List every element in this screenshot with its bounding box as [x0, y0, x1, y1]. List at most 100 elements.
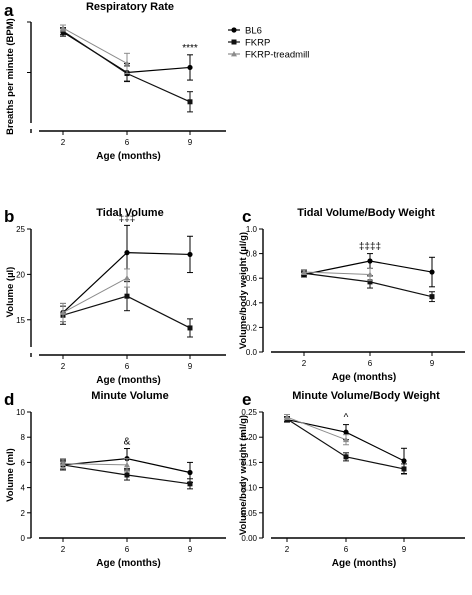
panel-c: c Tidal Volume/Body Weight 0.0 0.2 0.4 0.6 0.8…	[238, 207, 465, 383]
y-tick-label: 0.05	[241, 509, 257, 518]
x-tick-label: 6	[125, 545, 130, 554]
data-point	[343, 429, 349, 435]
y-tick-label: 20	[16, 270, 25, 279]
data-point	[284, 414, 290, 420]
series-fkrp-treadmill	[60, 458, 130, 472]
data-point	[187, 325, 193, 331]
legend-marker	[231, 51, 237, 57]
legend-label: BL6	[245, 26, 262, 37]
data-point	[367, 279, 373, 285]
panel-e: e Minute Volume/Body Weight 0.00 0.05 0.10 0.…	[238, 390, 465, 569]
y-tick-label: 10	[16, 408, 25, 417]
y-tick-label: 0.20	[241, 433, 257, 442]
chart-title: Minute Volume/Body Weight	[292, 390, 440, 402]
x-axis-label: Age (months)	[96, 558, 160, 569]
series-fkrp	[60, 281, 193, 338]
panel-d: d Minute Volume 0 2 4 6 8 10 2 6 9 Age (months) Volu…	[4, 390, 226, 569]
series-fkrp-treadmill	[60, 24, 130, 75]
y-tick-label: 0.6	[246, 274, 258, 283]
x-tick-label: 9	[430, 359, 435, 368]
data-point	[401, 466, 407, 472]
x-axis-label: Age (months)	[96, 375, 160, 386]
x-tick-label: 6	[344, 545, 349, 554]
x-tick-label: 6	[368, 359, 373, 368]
data-point	[60, 460, 66, 467]
panel-a: a Respiratory Rate 2 6 9 Age (months) Breaths …	[4, 1, 226, 162]
data-point	[401, 458, 407, 464]
y-tick-label: 0.15	[241, 458, 257, 467]
significance-annotation: &	[124, 437, 131, 448]
y-tick-label: 2	[21, 509, 26, 518]
x-tick-label: 2	[302, 359, 307, 368]
chart-title: Tidal Volume	[96, 207, 163, 219]
data-point	[429, 269, 435, 275]
y-tick-label: 0.0	[246, 348, 258, 357]
panel-b: b Tidal Volume 15 20 25 2 6 9 Age (months) Volume…	[4, 207, 226, 386]
x-tick-label: 2	[61, 138, 66, 147]
data-point	[367, 271, 373, 277]
significance-annotation: ****	[182, 43, 198, 54]
x-tick-label: 9	[188, 545, 193, 554]
data-point	[187, 481, 193, 487]
data-point	[124, 293, 130, 299]
x-tick-label: 2	[61, 362, 66, 371]
x-axis-label: Age (months)	[332, 372, 396, 383]
data-point	[343, 454, 349, 460]
y-tick-label: 0.4	[246, 299, 258, 308]
data-point	[301, 269, 307, 275]
chart-title: Tidal Volume/Body Weight	[297, 207, 435, 219]
data-point	[343, 436, 349, 443]
x-tick-label: 6	[125, 362, 130, 371]
chart-title: Minute Volume	[91, 390, 168, 402]
significance-annotation: ‡‡‡‡	[359, 242, 381, 253]
series-line	[303, 271, 371, 276]
y-axis-label: Volume (ml)	[5, 448, 16, 502]
y-tick-label: 1.0	[246, 225, 258, 234]
y-tick-label: 0.2	[246, 323, 258, 332]
y-tick-label: 15	[16, 316, 25, 325]
y-tick-label: 0.8	[246, 250, 258, 259]
series-line	[62, 27, 128, 64]
panel-letter: e	[242, 390, 251, 409]
y-axis-label: Breaths per minute (BPM)	[5, 18, 16, 135]
y-tick-label: 4	[21, 484, 26, 493]
y-tick-label: 25	[16, 225, 25, 234]
series-line	[286, 416, 347, 441]
series-fkrp-treadmill	[301, 267, 373, 282]
data-point	[187, 99, 193, 105]
series-fkrp-treadmill	[284, 414, 349, 446]
data-point	[124, 461, 130, 468]
panel-letter: c	[242, 207, 251, 226]
x-tick-label: 9	[188, 138, 193, 147]
data-point	[60, 309, 66, 315]
y-axis-label: Volume/body weight (µl/g)	[238, 232, 249, 349]
x-axis-label: Age (months)	[332, 558, 396, 569]
panel-letter: d	[4, 390, 14, 409]
significance-annotation: ‡‡‡	[119, 213, 136, 224]
y-tick-label: 0.10	[241, 484, 257, 493]
data-point	[124, 250, 130, 256]
series-fkrp-treadmill	[60, 268, 130, 323]
data-point	[187, 251, 193, 258]
x-tick-label: 9	[402, 545, 407, 554]
data-point	[187, 469, 193, 476]
series-line	[62, 277, 128, 313]
y-tick-label: 6	[21, 458, 26, 467]
legend-marker	[231, 39, 237, 45]
panel-letter: b	[4, 207, 14, 226]
legend-label: FKRP	[245, 38, 270, 49]
x-tick-label: 9	[188, 362, 193, 371]
y-tick-label: 0.00	[241, 534, 257, 543]
legend-marker	[231, 27, 237, 33]
legend-label: FKRP-treadmill	[245, 50, 309, 61]
x-axis-label: Age (months)	[96, 151, 160, 162]
significance-annotation: ^	[344, 413, 349, 424]
y-axis-label: Volume (µl)	[5, 267, 16, 318]
data-point	[124, 472, 130, 478]
y-tick-label: 0.25	[241, 408, 257, 417]
panel-letter: a	[4, 1, 14, 20]
x-tick-label: 2	[61, 545, 66, 554]
y-axis-label: Volume/body weight (ml/g)	[238, 415, 249, 535]
